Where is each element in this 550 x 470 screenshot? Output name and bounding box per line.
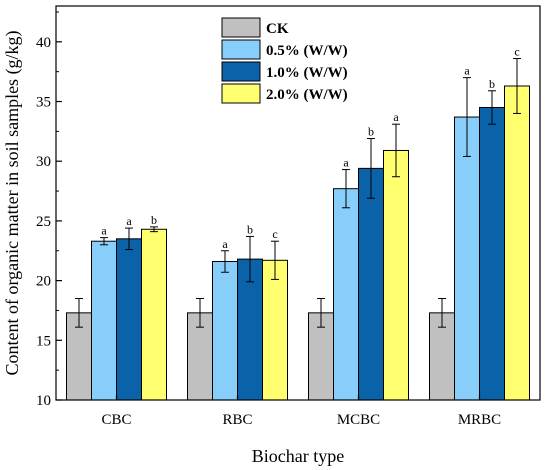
y-tick-label: 20 bbox=[36, 274, 51, 290]
y-tick-label: 40 bbox=[36, 35, 51, 51]
bar bbox=[358, 167, 384, 401]
error-bars-layer bbox=[75, 58, 521, 328]
bar bbox=[383, 149, 409, 401]
bars-layer bbox=[66, 85, 530, 401]
legend-label: 1.0% (W/W) bbox=[266, 65, 348, 81]
y-axis-title: Content of organic matter in soil sample… bbox=[2, 30, 23, 375]
bar bbox=[333, 188, 359, 401]
legend-swatch bbox=[221, 17, 261, 38]
significance-labels-layer: a a b a b c a b a a b c bbox=[101, 45, 519, 251]
y-axis: 10 15 20 25 30 35 40 bbox=[36, 11, 62, 409]
significance-label: a bbox=[101, 224, 107, 238]
y-tick-label: 10 bbox=[36, 393, 51, 409]
legend-label: CK bbox=[266, 21, 289, 37]
legend-swatch bbox=[221, 83, 261, 104]
bar bbox=[454, 116, 480, 401]
bar bbox=[212, 261, 238, 401]
significance-label: b bbox=[368, 125, 374, 139]
x-axis-title: Biochar type bbox=[252, 446, 344, 466]
significance-label: c bbox=[272, 227, 277, 241]
bar bbox=[91, 240, 117, 401]
significance-label: a bbox=[126, 214, 132, 228]
x-axis: CBC RBC MCBC MRBC bbox=[101, 395, 501, 428]
legend-swatch bbox=[221, 61, 261, 82]
legend-swatch bbox=[221, 39, 261, 60]
significance-label: a bbox=[222, 237, 228, 251]
bar bbox=[479, 106, 505, 401]
y-tick-label: 15 bbox=[36, 333, 51, 349]
bar bbox=[141, 228, 167, 401]
legend-label: 2.0% (W/W) bbox=[266, 87, 348, 103]
y-tick-label: 30 bbox=[36, 154, 51, 170]
x-tick-label: MRBC bbox=[458, 412, 501, 428]
significance-label: b bbox=[247, 222, 253, 236]
y-tick-label: 35 bbox=[36, 95, 51, 111]
bar bbox=[262, 259, 288, 401]
significance-label: a bbox=[343, 156, 349, 170]
x-tick-label: CBC bbox=[101, 412, 131, 428]
legend: CK 0.5% (W/W) 1.0% (W/W) 2.0% (W/W) bbox=[221, 17, 348, 104]
significance-label: a bbox=[464, 64, 470, 78]
y-tick-label: 25 bbox=[36, 214, 51, 230]
legend-label: 0.5% (W/W) bbox=[266, 43, 348, 59]
significance-label: c bbox=[514, 45, 519, 59]
x-tick-label: RBC bbox=[222, 412, 252, 428]
significance-label: b bbox=[151, 213, 157, 227]
significance-label: a bbox=[393, 110, 399, 124]
x-tick-label: MCBC bbox=[337, 412, 380, 428]
significance-label: b bbox=[489, 77, 495, 91]
plot-frame bbox=[55, 5, 541, 401]
bar bbox=[504, 85, 530, 401]
bar bbox=[116, 238, 142, 401]
